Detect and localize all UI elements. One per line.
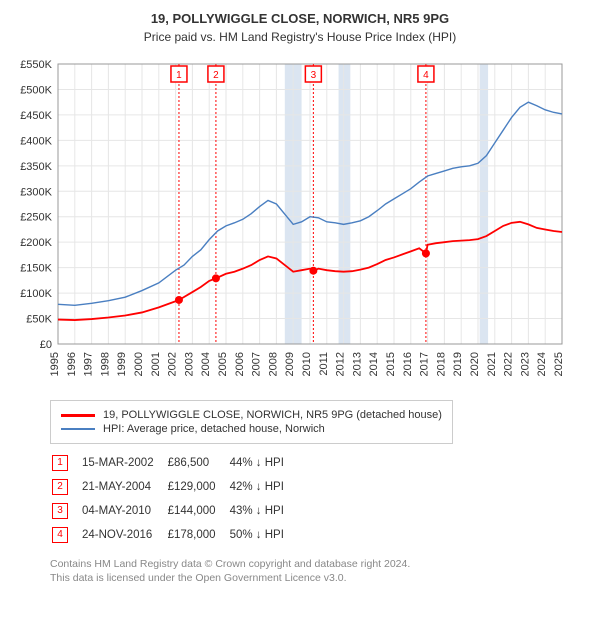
sale-date: 21-MAY-2004 xyxy=(82,476,166,498)
sale-price: £178,000 xyxy=(168,524,228,546)
svg-text:1997: 1997 xyxy=(83,352,95,376)
svg-text:2025: 2025 xyxy=(553,352,565,376)
legend-item: HPI: Average price, detached house, Norw… xyxy=(61,423,442,435)
sale-delta: 50% ↓ HPI xyxy=(230,524,296,546)
svg-text:2013: 2013 xyxy=(351,352,363,376)
table-row: 3 04-MAY-2010£144,00043% ↓ HPI xyxy=(52,500,296,522)
sale-price: £129,000 xyxy=(168,476,228,498)
sale-marker-box: 2 xyxy=(52,479,68,495)
attribution: Contains HM Land Registry data © Crown c… xyxy=(50,558,590,585)
page-subtitle: Price paid vs. HM Land Registry's House … xyxy=(10,30,590,44)
svg-text:2018: 2018 xyxy=(435,352,447,376)
svg-text:2016: 2016 xyxy=(402,352,414,376)
attribution-line: This data is licensed under the Open Gov… xyxy=(50,572,590,586)
svg-text:£250K: £250K xyxy=(20,212,52,224)
sale-delta: 44% ↓ HPI xyxy=(230,452,296,474)
svg-text:2020: 2020 xyxy=(469,352,481,376)
sale-price: £86,500 xyxy=(168,452,228,474)
svg-text:£350K: £350K xyxy=(20,161,52,173)
svg-text:2021: 2021 xyxy=(486,352,498,376)
svg-text:1: 1 xyxy=(176,70,182,81)
svg-text:£150K: £150K xyxy=(20,263,52,275)
svg-text:2: 2 xyxy=(213,70,219,81)
svg-text:2008: 2008 xyxy=(267,352,279,376)
sale-date: 15-MAR-2002 xyxy=(82,452,166,474)
sale-marker-box: 3 xyxy=(52,503,68,519)
legend-label: 19, POLLYWIGGLE CLOSE, NORWICH, NR5 9PG … xyxy=(103,409,442,421)
table-row: 2 21-MAY-2004£129,00042% ↓ HPI xyxy=(52,476,296,498)
svg-text:£400K: £400K xyxy=(20,136,52,148)
svg-text:2012: 2012 xyxy=(335,352,347,376)
svg-text:£0: £0 xyxy=(40,339,52,351)
svg-text:1999: 1999 xyxy=(116,352,128,376)
svg-text:3: 3 xyxy=(311,70,317,81)
svg-text:2014: 2014 xyxy=(368,352,380,376)
svg-text:2003: 2003 xyxy=(183,352,195,376)
sale-date: 04-MAY-2010 xyxy=(82,500,166,522)
sales-table: 1 15-MAR-2002£86,50044% ↓ HPI 2 21-MAY-2004… xyxy=(50,450,298,548)
sale-marker-box: 4 xyxy=(52,527,68,543)
svg-text:2004: 2004 xyxy=(200,352,212,376)
svg-text:2011: 2011 xyxy=(318,352,330,376)
sale-price: £144,000 xyxy=(168,500,228,522)
page-title: 19, POLLYWIGGLE CLOSE, NORWICH, NR5 9PG xyxy=(10,10,590,28)
svg-text:£200K: £200K xyxy=(20,237,52,249)
svg-text:2017: 2017 xyxy=(419,352,431,376)
svg-text:2015: 2015 xyxy=(385,352,397,376)
svg-text:2009: 2009 xyxy=(284,352,296,376)
svg-text:£50K: £50K xyxy=(26,314,52,326)
svg-text:1995: 1995 xyxy=(49,352,61,376)
legend: 19, POLLYWIGGLE CLOSE, NORWICH, NR5 9PG … xyxy=(50,400,453,444)
svg-text:2023: 2023 xyxy=(519,352,531,376)
svg-text:£550K: £550K xyxy=(20,59,52,71)
svg-text:2022: 2022 xyxy=(503,352,515,376)
svg-text:£500K: £500K xyxy=(20,85,52,97)
svg-text:2024: 2024 xyxy=(536,352,548,376)
svg-text:1998: 1998 xyxy=(99,352,111,376)
svg-text:2006: 2006 xyxy=(234,352,246,376)
svg-text:£450K: £450K xyxy=(20,110,52,122)
price-chart: £0 £50K £100K £150K £200K £250K £300K £350K £400… xyxy=(10,54,590,394)
legend-label: HPI: Average price, detached house, Norw… xyxy=(103,423,325,435)
sale-date: 24-NOV-2016 xyxy=(82,524,166,546)
svg-text:2002: 2002 xyxy=(167,352,179,376)
svg-text:2007: 2007 xyxy=(251,352,263,376)
sale-delta: 42% ↓ HPI xyxy=(230,476,296,498)
table-row: 1 15-MAR-2002£86,50044% ↓ HPI xyxy=(52,452,296,474)
table-row: 4 24-NOV-2016£178,00050% ↓ HPI xyxy=(52,524,296,546)
svg-text:£100K: £100K xyxy=(20,288,52,300)
svg-text:2010: 2010 xyxy=(301,352,313,376)
svg-text:1996: 1996 xyxy=(66,352,78,376)
sale-delta: 43% ↓ HPI xyxy=(230,500,296,522)
svg-text:2005: 2005 xyxy=(217,352,229,376)
svg-text:£300K: £300K xyxy=(20,186,52,198)
legend-item: 19, POLLYWIGGLE CLOSE, NORWICH, NR5 9PG … xyxy=(61,409,442,421)
svg-text:2000: 2000 xyxy=(133,352,145,376)
sale-marker-box: 1 xyxy=(52,455,68,471)
attribution-line: Contains HM Land Registry data © Crown c… xyxy=(50,558,590,572)
svg-text:4: 4 xyxy=(423,70,429,81)
svg-text:2019: 2019 xyxy=(452,352,464,376)
svg-text:2001: 2001 xyxy=(150,352,162,376)
